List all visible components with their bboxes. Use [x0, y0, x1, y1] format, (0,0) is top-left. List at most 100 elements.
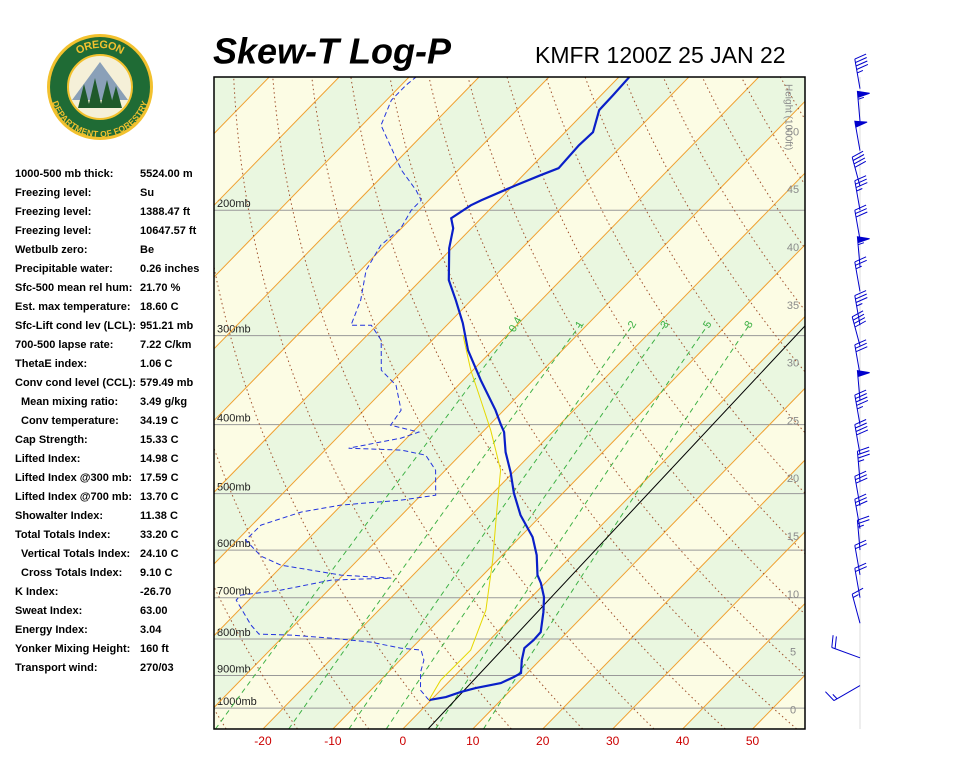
- mixing-ratio-line: [288, 324, 581, 729]
- y2-tick-label: 45: [787, 184, 799, 196]
- isotherm: [214, 77, 760, 637]
- stat-value: 18.60 C: [140, 301, 179, 313]
- isotherm: [472, 387, 805, 729]
- stat-label: Yonker Mixing Height:: [15, 643, 131, 655]
- stat-label: Lifted Index:: [15, 453, 81, 465]
- stat-label: 700-500 lapse rate:: [15, 339, 114, 351]
- y2-axis-label: Height (1000ft): [782, 84, 793, 150]
- stat-label: 1000-500 mb thick:: [15, 168, 114, 180]
- x-tick-label: 20: [536, 734, 550, 748]
- y-tick-label: 900mb: [217, 663, 251, 675]
- stat-value: Be: [140, 244, 155, 256]
- mixing-ratio-label: 8: [742, 319, 755, 330]
- stat-label: Cross Totals Index:: [21, 567, 123, 579]
- mixing-ratio-line: [435, 324, 709, 729]
- wind-barb: [854, 290, 868, 326]
- wind-barb: [854, 339, 868, 375]
- y2-tick-label: 15: [787, 531, 799, 543]
- stat-value: 24.10 C: [140, 548, 179, 560]
- stat-label: Freezing level:: [15, 206, 92, 218]
- y-tick-label: 700mb: [217, 586, 251, 598]
- wind-barb: [856, 446, 870, 482]
- isotherm: [214, 77, 410, 278]
- y2-tick-label: 0: [790, 704, 796, 716]
- isotherm: [214, 77, 480, 350]
- y2-tick-label: 10: [787, 589, 799, 601]
- mixing-ratio-line: [385, 324, 666, 729]
- wind-barb: [854, 493, 868, 529]
- isotherm: [822, 77, 960, 729]
- x-tick-label: 0: [399, 734, 406, 748]
- y-tick-label: 300mb: [217, 324, 251, 336]
- logo-trees: [78, 78, 122, 108]
- axes: -20 -10 0 10 20 30 40 50: [254, 53, 870, 748]
- stat-label: Cap Strength:: [15, 434, 88, 446]
- chart-subtitle: KMFR 1200Z 25 JAN 22: [535, 42, 786, 68]
- stat-label: Mean mixing ratio:: [21, 396, 119, 408]
- stat-value: 21.70 %: [140, 282, 181, 294]
- isotherm: [214, 100, 805, 709]
- wind-barb: [825, 685, 861, 702]
- mixing-ratio-label: 1: [573, 319, 586, 330]
- wind-barb: [851, 587, 864, 624]
- stat-label: Sfc-500 mean rel hum:: [15, 282, 133, 294]
- wind-barb: [854, 562, 867, 598]
- wind-barb: [854, 389, 869, 425]
- y2-tick-label: 20: [787, 473, 799, 485]
- dry-adiabat: [214, 585, 298, 729]
- stat-label: Precipitable water:: [15, 263, 113, 275]
- stat-label: K Index:: [15, 586, 59, 598]
- mixing-ratio-label: 2: [626, 319, 639, 330]
- stat-label: Freezing level:: [15, 187, 92, 199]
- stat-value: 160 ft: [140, 643, 169, 655]
- isotherm: [402, 315, 805, 729]
- y-tick-label: 800mb: [217, 627, 251, 639]
- stat-value: Su: [140, 187, 155, 199]
- stat-label: Energy Index:: [15, 624, 88, 636]
- dry-adiabat: [701, 77, 805, 250]
- stat-value: 270/03: [140, 662, 174, 674]
- stat-value: 3.49 g/kg: [140, 396, 188, 408]
- wind-barb: [854, 53, 869, 89]
- wind-barb: [851, 150, 867, 187]
- stat-label: Freezing level:: [15, 225, 92, 237]
- logo-top-text: OREGON: [74, 39, 126, 57]
- isotherm: [682, 602, 805, 729]
- isotherm: [214, 77, 340, 207]
- y-tick-label: 400mb: [217, 413, 251, 425]
- stat-value: 1.06 C: [140, 358, 173, 370]
- dry-adiabat: [233, 77, 512, 729]
- y-tick-label: 500mb: [217, 482, 251, 494]
- y2-tick-label: 30: [787, 358, 799, 370]
- stat-value: 0.26 inches: [140, 263, 200, 275]
- stat-value: 7.22 C/km: [140, 339, 192, 351]
- stat-label: Wetbulb zero:: [15, 244, 88, 256]
- isotherm: [214, 77, 690, 565]
- plot-area: 200mb300mb400mb500mb600mb700mb800mb900mb…: [214, 77, 960, 729]
- isotherm: [332, 244, 805, 729]
- mixing-ratio-line: [348, 324, 634, 729]
- dry-adiabat: [819, 77, 960, 729]
- isotherm: [612, 531, 805, 729]
- wind-barb: [854, 419, 869, 455]
- wind-barb: [856, 370, 870, 401]
- x-tick-label: 50: [746, 734, 760, 748]
- stat-label: Est. max temperature:: [15, 301, 131, 313]
- dry-adiabat: [623, 77, 805, 373]
- logo-mountain: [72, 62, 128, 100]
- wind-barb: [831, 635, 861, 659]
- x-tick-label: 30: [606, 734, 620, 748]
- dry-adiabat: [389, 77, 798, 729]
- sounding-line: [235, 77, 437, 701]
- isotherm: [542, 459, 805, 729]
- wind-barb: [854, 204, 868, 240]
- sounding-line: [428, 77, 631, 702]
- stat-label: ThetaE index:: [15, 358, 88, 370]
- band: [214, 101, 805, 729]
- dry-adiabat: [214, 264, 441, 729]
- stat-value: 1388.47 ft: [140, 206, 191, 218]
- logo-top-path: OREGON: [74, 39, 126, 57]
- mixing-ratio-label: 5: [701, 319, 714, 330]
